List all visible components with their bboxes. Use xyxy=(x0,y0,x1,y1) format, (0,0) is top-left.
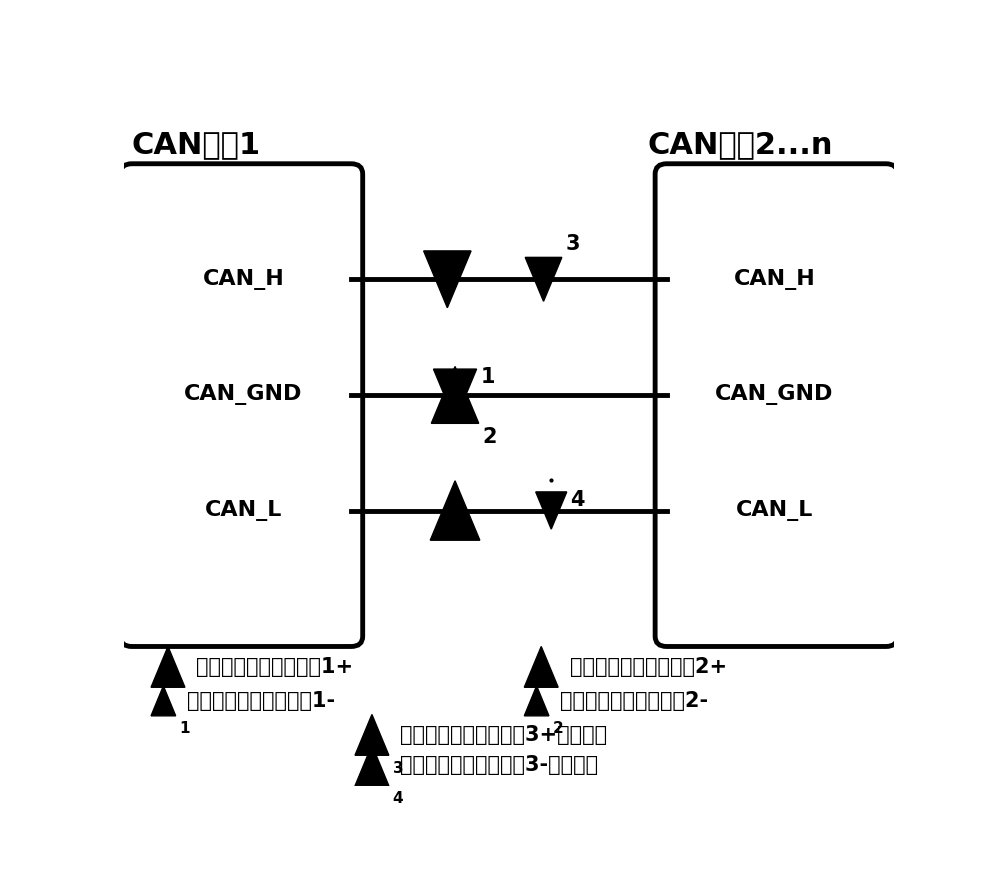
Polygon shape xyxy=(434,369,477,421)
Polygon shape xyxy=(430,481,480,540)
Text: 1: 1 xyxy=(180,721,190,736)
Text: 4: 4 xyxy=(571,490,585,509)
Polygon shape xyxy=(536,492,567,529)
Polygon shape xyxy=(355,714,389,755)
Polygon shape xyxy=(524,646,558,687)
Text: ：示波器电压差分探头1+: ：示波器电压差分探头1+ xyxy=(197,657,354,677)
Text: ：示波器电压差分探头2+: ：示波器电压差分探头2+ xyxy=(570,657,727,677)
Text: CAN_H: CAN_H xyxy=(203,268,284,290)
Text: CAN节点2...n: CAN节点2...n xyxy=(647,130,833,159)
Text: CAN_GND: CAN_GND xyxy=(185,384,303,405)
Text: 2: 2 xyxy=(553,721,564,736)
Polygon shape xyxy=(355,745,389,786)
Text: 3: 3 xyxy=(566,234,580,254)
Text: CAN_H: CAN_H xyxy=(734,268,815,290)
Text: CAN_L: CAN_L xyxy=(736,500,813,521)
Polygon shape xyxy=(525,257,562,301)
Text: 1: 1 xyxy=(481,367,495,387)
Text: CAN_L: CAN_L xyxy=(205,500,282,521)
Text: CAN节点1: CAN节点1 xyxy=(132,130,261,159)
Polygon shape xyxy=(151,686,176,716)
Text: CAN_GND: CAN_GND xyxy=(715,384,833,405)
Text: ：示波器电压差分探头1-: ：示波器电压差分探头1- xyxy=(188,691,336,711)
FancyBboxPatch shape xyxy=(655,163,898,646)
FancyBboxPatch shape xyxy=(120,163,362,646)
Text: ：示波器电压差分探头2-: ：示波器电压差分探头2- xyxy=(560,691,709,711)
Text: 2: 2 xyxy=(483,426,497,447)
Text: 4: 4 xyxy=(392,791,403,806)
Polygon shape xyxy=(524,686,549,716)
Polygon shape xyxy=(424,251,471,308)
Text: ：示波器电压差分探头3+（选用）: ：示波器电压差分探头3+（选用） xyxy=(400,725,608,745)
Polygon shape xyxy=(151,646,185,687)
Text: ：示波器电压差分探头3-（选用）: ：示波器电压差分探头3-（选用） xyxy=(400,756,599,775)
Polygon shape xyxy=(431,366,479,423)
Text: 3: 3 xyxy=(392,761,403,775)
